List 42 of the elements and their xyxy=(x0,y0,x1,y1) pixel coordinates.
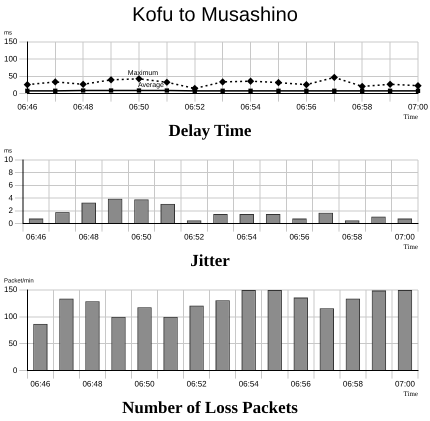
x-tick-label: 06:48 xyxy=(73,102,94,112)
y-tick-label: 0 xyxy=(8,218,14,228)
text: Kofu to Musashino xyxy=(131,3,299,26)
text: Jitter xyxy=(190,251,230,270)
y-tick-label: 0 xyxy=(12,88,18,98)
y-tick-label: 150 xyxy=(4,37,18,46)
x-tick-label: 06:54 xyxy=(236,232,258,242)
x-tick-label: 06:56 xyxy=(290,380,312,389)
y-tick-label: 6 xyxy=(8,180,14,190)
x-tick-label: 06:58 xyxy=(352,102,373,112)
y-tick-label: 0 xyxy=(12,366,18,375)
x-tick-label: 06:50 xyxy=(134,380,156,389)
x-tick-label: 06:48 xyxy=(82,380,104,389)
x-tick-label: 06:52 xyxy=(184,102,206,112)
x-tick-label: 06:56 xyxy=(296,102,317,112)
x-tick-label: 06:52 xyxy=(186,380,208,389)
x-tick-label: 06:46 xyxy=(30,380,51,389)
y-tick-label: 50 xyxy=(8,72,18,81)
y-tick-label: 150 xyxy=(4,285,18,294)
x-tick-label: 07:00 xyxy=(394,232,416,242)
x-tick-label: 06:50 xyxy=(131,232,152,242)
x-tick-label: 06:56 xyxy=(289,232,310,242)
x-tick-label: 06:50 xyxy=(128,102,150,112)
x-tick-label: 06:58 xyxy=(342,380,364,389)
y-tick-label: 10 xyxy=(4,155,14,164)
y-tick-label: 50 xyxy=(8,338,18,348)
x-tick-label: 06:48 xyxy=(78,232,100,242)
y-tick-label: 8 xyxy=(8,168,14,177)
x-tick-label: 06:52 xyxy=(184,232,205,242)
text: Delay Time xyxy=(168,121,252,140)
x-tick-label: 06:46 xyxy=(17,102,38,112)
x-tick-label: 07:00 xyxy=(408,102,429,112)
text: Number of Loss Packets xyxy=(122,398,298,418)
x-tick-label: 06:58 xyxy=(342,232,363,242)
x-tick-label: 06:54 xyxy=(238,380,260,389)
y-tick-label: 100 xyxy=(4,312,18,322)
x-tick-label: 07:00 xyxy=(394,380,416,389)
y-tick-label: 4 xyxy=(8,193,14,202)
x-tick-label: 06:46 xyxy=(26,232,47,242)
x-tick-label: 06:54 xyxy=(240,102,262,112)
y-tick-label: 100 xyxy=(4,54,18,64)
y-tick-label: 2 xyxy=(8,206,14,216)
